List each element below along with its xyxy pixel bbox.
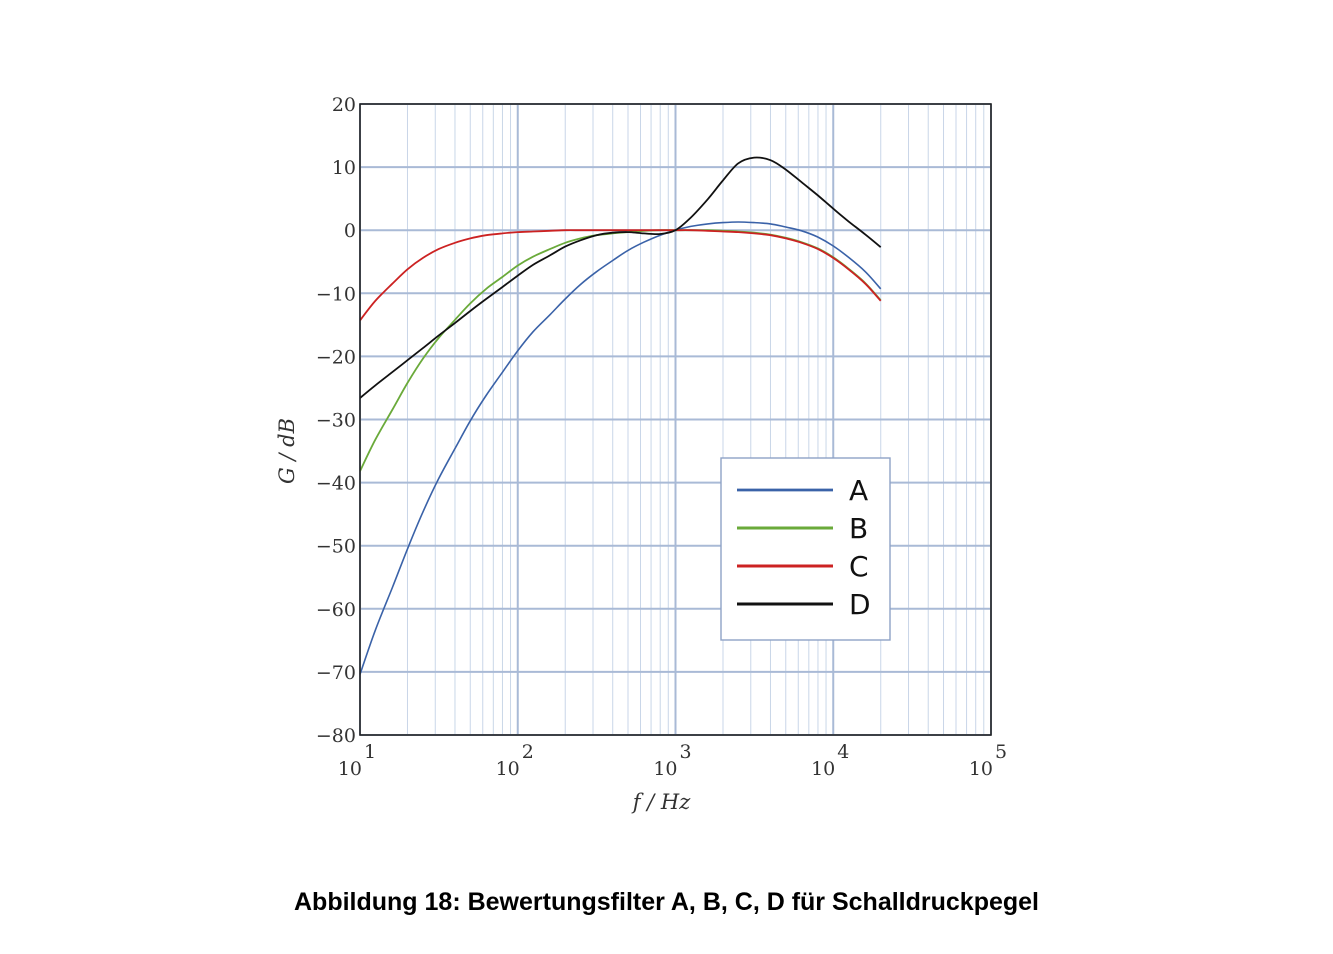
y-tick-label: 10: [332, 157, 356, 179]
legend-label-d: D: [849, 588, 871, 621]
x-tick-label: 10: [969, 758, 993, 780]
series-line-d: [359, 156, 882, 399]
x-tick-label: 10: [338, 758, 362, 780]
legend-box: [720, 457, 891, 641]
series-line-c: [359, 229, 882, 321]
y-tick-label: −50: [316, 536, 356, 558]
y-tick-label: −70: [316, 662, 356, 684]
x-tick-label: 10: [496, 758, 520, 780]
series-lines: [359, 156, 882, 675]
y-tick-label: −20: [316, 346, 356, 368]
y-tick-label: 0: [344, 220, 356, 242]
y-tick-label: 20: [332, 94, 356, 116]
plot-frame: [359, 103, 992, 736]
x-tick-label: 10: [653, 758, 677, 780]
y-tick-label: −30: [316, 410, 356, 432]
y-tick-labels: 20 10 0 −10 −20 −30 −40 −50 −60 −70 −80: [316, 94, 356, 747]
x-tick-exponent: 1: [364, 741, 376, 763]
y-tick-label: −10: [316, 283, 356, 305]
y-tick-label: −40: [316, 473, 356, 495]
x-tick-exponent: 2: [522, 741, 534, 763]
y-tick-label: −80: [316, 725, 356, 747]
figure-caption: Abbildung 18: Bewertungsfilter A, B, C, …: [294, 888, 1039, 916]
legend-label-c: C: [849, 550, 869, 583]
x-tick-exponent: 3: [680, 741, 692, 763]
series-line-b: [359, 229, 882, 472]
series-line-a: [359, 221, 882, 675]
y-axis-label: G / dB: [275, 418, 299, 484]
x-tick-label: 10: [811, 758, 835, 780]
legend-label-a: A: [849, 474, 868, 507]
y-tick-label: −60: [316, 599, 356, 621]
x-tick-exponent: 5: [995, 741, 1007, 763]
x-axis-label: f / Hz: [631, 790, 692, 814]
legend-label-b: B: [849, 512, 868, 545]
x-tick-exponent: 4: [837, 741, 849, 763]
